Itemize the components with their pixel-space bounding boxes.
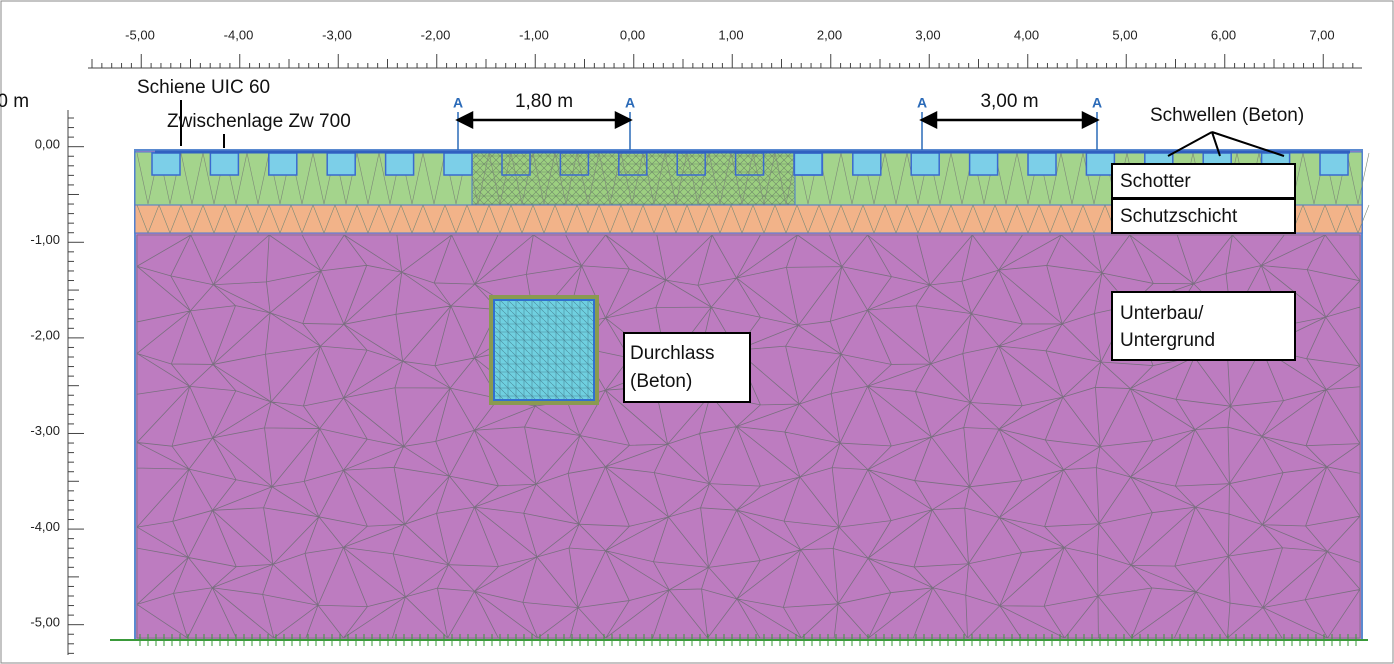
sleeper (327, 153, 355, 175)
culvert (494, 300, 594, 400)
pad-label: Zwischenlage Zw 700 (167, 111, 351, 132)
ruler-label: -5,00 (125, 27, 155, 42)
ruler-label: 7,00 (1309, 27, 1334, 42)
sleeper (1086, 153, 1114, 175)
ruler-label: 5,00 (1112, 27, 1137, 42)
ruler-label: -4,00 (30, 519, 60, 534)
ruler-label: 2,00 (817, 27, 842, 42)
ruler-label: -2,00 (30, 328, 60, 343)
ruler-label: 6,00 (1211, 27, 1236, 42)
sleeper (1320, 153, 1348, 175)
dimension-label: 3,00 m (980, 91, 1038, 112)
dimension-arrow (458, 113, 630, 127)
ruler-label: 1,00 (718, 27, 743, 42)
ruler-label: -1,00 (519, 27, 549, 42)
ruler-label: -2,00 (421, 27, 451, 42)
sleeper (269, 153, 297, 175)
sleeper (794, 153, 822, 175)
ruler-label: -3,00 (322, 27, 352, 42)
dimension-arrow (922, 113, 1097, 127)
ruler-label: -3,00 (30, 423, 60, 438)
ruler-label: 3,00 (915, 27, 940, 42)
sleeper (1028, 153, 1056, 175)
ruler-label: 0,00 (35, 136, 60, 151)
ruler-label: -1,00 (30, 232, 60, 247)
layer-label: Schotter (1120, 171, 1191, 192)
ruler-label: -5,00 (30, 614, 60, 629)
sleeper (386, 153, 414, 175)
section-marker: A (1092, 95, 1102, 111)
section-marker: A (625, 95, 635, 111)
sleeper (210, 153, 238, 175)
screenshot: Schiene UIC 60 Zwischenlage Zw 700 Schwe… (0, 0, 1394, 664)
dimension-label: 1,80 m (0, 91, 29, 112)
layer-label: Untergrund (1120, 330, 1215, 351)
culvert-label: (Beton) (630, 371, 692, 392)
sleeper (152, 153, 180, 175)
layer-label: Schutzschicht (1120, 206, 1238, 227)
ruler-label: 4,00 (1014, 27, 1039, 42)
ruler-label: -4,00 (224, 27, 254, 42)
dimension-label: 1,80 m (515, 91, 573, 112)
sleeper (444, 153, 472, 175)
sleepers-label: Schwellen (Beton) (1150, 105, 1304, 126)
sleeper (911, 153, 939, 175)
layer-label: Unterbau/ (1120, 303, 1204, 324)
sleeper (853, 153, 881, 175)
section-marker: A (917, 95, 927, 111)
section-marker: A (453, 95, 463, 111)
rail-label: Schiene UIC 60 (137, 77, 270, 98)
culvert-label: Durchlass (630, 343, 714, 364)
sleeper (970, 153, 998, 175)
ruler-label: 0,00 (620, 27, 645, 42)
